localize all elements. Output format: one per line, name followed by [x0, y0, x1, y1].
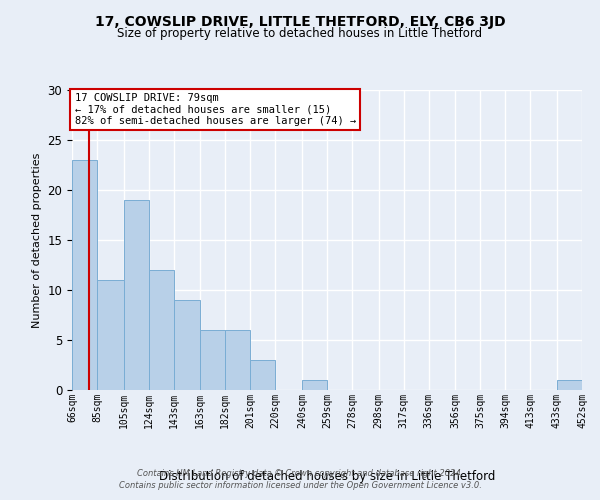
Bar — [250, 360, 275, 390]
Text: 17, COWSLIP DRIVE, LITTLE THETFORD, ELY, CB6 3JD: 17, COWSLIP DRIVE, LITTLE THETFORD, ELY,… — [95, 15, 505, 29]
Y-axis label: Number of detached properties: Number of detached properties — [32, 152, 42, 328]
Bar — [97, 280, 124, 390]
X-axis label: Distribution of detached houses by size in Little Thetford: Distribution of detached houses by size … — [159, 470, 495, 482]
Text: Size of property relative to detached houses in Little Thetford: Size of property relative to detached ho… — [118, 28, 482, 40]
Bar — [557, 380, 582, 390]
Bar — [225, 330, 250, 390]
Bar — [149, 270, 174, 390]
Text: 17 COWSLIP DRIVE: 79sqm
← 17% of detached houses are smaller (15)
82% of semi-de: 17 COWSLIP DRIVE: 79sqm ← 17% of detache… — [74, 93, 356, 126]
Bar — [72, 160, 97, 390]
Bar — [174, 300, 200, 390]
Bar — [302, 380, 327, 390]
Text: Contains HM Land Registry data © Crown copyright and database right 2024.: Contains HM Land Registry data © Crown c… — [137, 468, 463, 477]
Bar — [200, 330, 225, 390]
Bar — [124, 200, 149, 390]
Text: Contains public sector information licensed under the Open Government Licence v3: Contains public sector information licen… — [119, 481, 481, 490]
